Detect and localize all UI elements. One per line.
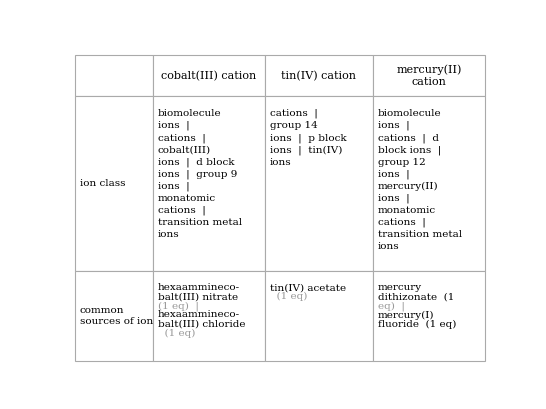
- Text: ion class: ion class: [80, 179, 125, 188]
- Bar: [153, 55, 265, 97]
- Text: biomolecule
ions  |
cations  |  d
block ions  |
group 12
ions  |
mercury(II)
ion: biomolecule ions | cations | d block ion…: [378, 109, 462, 251]
- Text: biomolecule
ions  |
cations  |
cobalt(III)
ions  |  d block
ions  |  group 9
ion: biomolecule ions | cations | cobalt(III)…: [158, 109, 242, 239]
- Bar: [373, 271, 485, 361]
- Bar: [75, 97, 153, 271]
- Bar: [75, 55, 153, 97]
- Text: mercury(II)
cation: mercury(II) cation: [396, 65, 462, 87]
- Bar: [373, 97, 485, 271]
- Text: (1 eq): (1 eq): [270, 292, 307, 301]
- Text: dithizonate  (1: dithizonate (1: [378, 292, 454, 301]
- Text: mercury: mercury: [378, 283, 422, 292]
- Text: (1 eq)  |: (1 eq) |: [158, 301, 199, 311]
- Text: balt(III) chloride: balt(III) chloride: [158, 319, 246, 328]
- Text: (1 eq): (1 eq): [158, 329, 195, 338]
- Text: hexaammineco-: hexaammineco-: [158, 310, 240, 319]
- Bar: [265, 97, 373, 271]
- Bar: [75, 271, 153, 361]
- Text: cations  |
group 14
ions  |  p block
ions  |  tin(IV)
ions: cations | group 14 ions | p block ions |…: [270, 109, 347, 167]
- Text: mercury(I): mercury(I): [378, 310, 435, 319]
- Text: tin(IV) acetate: tin(IV) acetate: [270, 283, 346, 292]
- Text: common
sources of ion: common sources of ion: [80, 306, 153, 326]
- Bar: [153, 97, 265, 271]
- Text: tin(IV) cation: tin(IV) cation: [282, 71, 357, 81]
- Bar: [153, 271, 265, 361]
- Text: fluoride  (1 eq): fluoride (1 eq): [378, 319, 456, 329]
- Bar: [265, 271, 373, 361]
- Text: balt(III) nitrate: balt(III) nitrate: [158, 292, 238, 301]
- Text: hexaammineco-: hexaammineco-: [158, 283, 240, 292]
- Bar: [373, 55, 485, 97]
- Text: cobalt(III) cation: cobalt(III) cation: [161, 71, 257, 81]
- Bar: [265, 55, 373, 97]
- Text: eq)  |: eq) |: [378, 301, 405, 311]
